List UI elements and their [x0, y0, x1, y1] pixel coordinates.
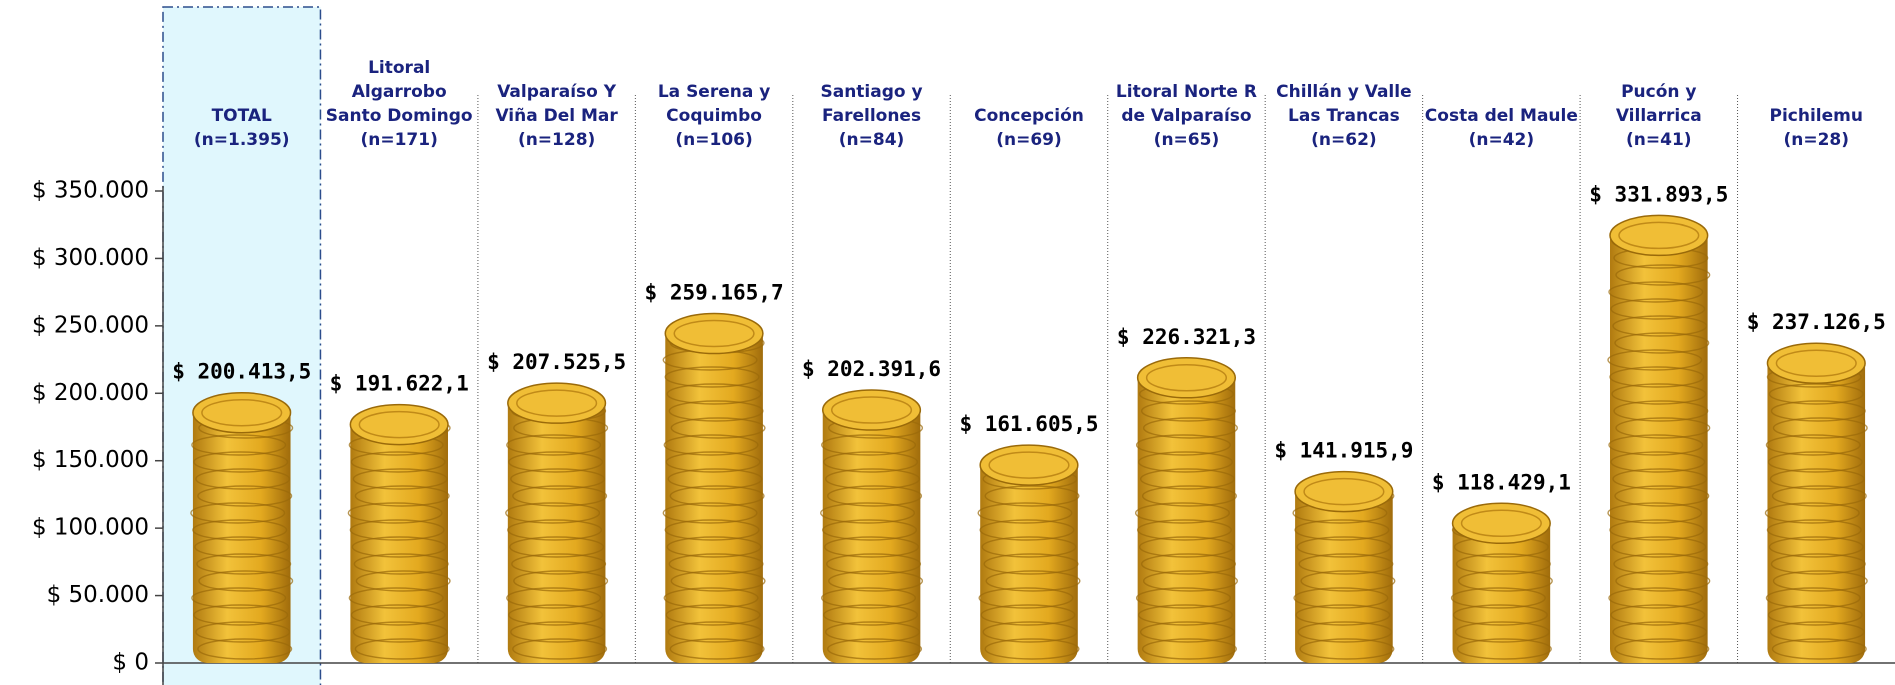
category-label: TOTAL (n=1.395): [157, 104, 326, 152]
coin-stack: [1610, 225, 1708, 663]
coin-face: [1295, 472, 1393, 512]
y-tick-label: $ 300.000: [32, 245, 149, 271]
value-label: $ 202.391,6: [802, 357, 941, 381]
coin-face: [980, 445, 1078, 485]
coin-face: [350, 405, 448, 445]
y-tick-label: $ 50.000: [47, 582, 149, 608]
category-label: Chillán y Valle Las Trancas (n=62): [1259, 80, 1428, 152]
y-tick-label: $ 350.000: [32, 178, 149, 204]
coin-face: [193, 393, 291, 433]
category-label: Pucón y Villarrica (n=41): [1574, 80, 1743, 152]
value-label: $ 207.525,5: [487, 350, 626, 374]
value-label: $ 237.126,5: [1747, 310, 1886, 334]
y-tick-label: $ 200.000: [32, 380, 149, 406]
category-label: Pichilemu (n=28): [1732, 104, 1895, 152]
coin-face: [1453, 503, 1551, 543]
value-label: $ 226.321,3: [1117, 325, 1256, 349]
value-label: $ 331.893,5: [1589, 182, 1728, 206]
y-tick-label: $ 100.000: [32, 515, 149, 541]
value-label: $ 259.165,7: [645, 280, 784, 304]
page: {"chart_data": {"type": "bar", "categori…: [0, 0, 1895, 685]
value-label: $ 118.429,1: [1432, 470, 1571, 494]
category-label: Litoral Algarrobo Santo Domingo (n=171): [314, 56, 483, 152]
value-label: $ 200.413,5: [172, 360, 311, 384]
y-tick-label: $ 150.000: [32, 447, 149, 473]
coin-face: [508, 383, 606, 423]
value-label: $ 141.915,9: [1274, 439, 1413, 463]
category-label: Litoral Norte R de Valparaíso (n=65): [1102, 80, 1271, 152]
coin-face: [823, 390, 921, 430]
y-tick-label: $ 250.000: [32, 312, 149, 338]
category-label: Costa del Maule (n=42): [1417, 104, 1586, 152]
category-label: Santiago y Farellones (n=84): [787, 80, 956, 152]
category-label: Concepción (n=69): [944, 104, 1113, 152]
coin-face: [1767, 343, 1865, 383]
category-label: Valparaíso Y Viña Del Mar (n=128): [472, 80, 641, 152]
coin-stack: [193, 403, 291, 663]
coin-face: [1610, 215, 1708, 255]
value-label: $ 161.605,5: [959, 412, 1098, 436]
coin-stack: [1138, 368, 1236, 663]
category-label: La Serena y Coquimbo (n=106): [629, 80, 798, 152]
y-tick-label: $ 0: [112, 650, 149, 676]
coin-face: [1138, 358, 1236, 398]
coin-stack: [1767, 353, 1865, 663]
value-label: $ 191.622,1: [330, 372, 469, 396]
coin-face: [665, 313, 763, 353]
coin-stack: [665, 323, 763, 663]
